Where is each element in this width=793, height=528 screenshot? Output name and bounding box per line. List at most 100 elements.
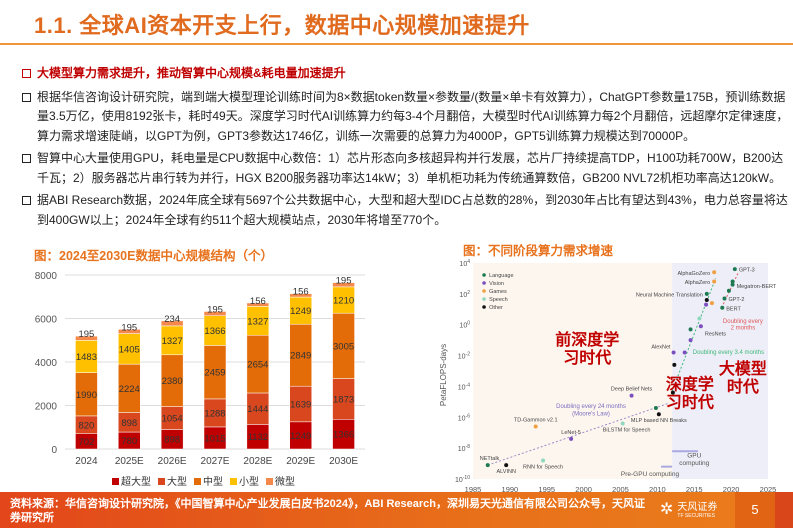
data-label: 898 xyxy=(121,418,137,429)
section-heading: 大模型算力需求提升，推动智算中心规模&耗电量加速提升 xyxy=(22,64,790,84)
era-label: 前深度学 xyxy=(555,330,619,349)
data-label: 1210 xyxy=(333,296,354,307)
annotation: computing xyxy=(679,460,709,467)
legend-marker xyxy=(482,281,486,285)
data-label: 1327 xyxy=(162,336,183,347)
x-tick-label: 2028E xyxy=(243,456,272,467)
data-point xyxy=(671,350,676,355)
y-tick-label: 2000 xyxy=(35,402,58,413)
data-point xyxy=(670,390,675,395)
era-label: 习时代 xyxy=(563,348,611,367)
x-tick-label: 2030E xyxy=(329,456,358,467)
data-label: 898 xyxy=(164,435,180,446)
point-label: AlphaGoZero xyxy=(677,271,710,277)
footer-accent xyxy=(775,492,793,528)
data-label: 234 xyxy=(164,314,180,325)
x-tick-label: 2029E xyxy=(286,456,315,467)
data-point xyxy=(712,279,717,284)
legend-label: 大型 xyxy=(167,475,187,488)
data-point xyxy=(697,316,702,321)
annotation: Doubling every xyxy=(723,319,763,325)
data-label: 156 xyxy=(250,296,266,307)
point-label: TD-Gammon v2.1 xyxy=(514,418,558,424)
point-label: BiLSTM for Speech xyxy=(603,427,651,433)
annotation: Doubling every 24 months xyxy=(556,404,626,410)
data-label: 2654 xyxy=(247,360,268,371)
annotation: Doubling every 3.4 months xyxy=(693,350,764,356)
data-point xyxy=(653,406,658,411)
legend-swatch xyxy=(112,478,119,485)
point-label: ResNets xyxy=(705,331,726,337)
data-label: 820 xyxy=(78,420,94,431)
legend-label: Games xyxy=(489,289,507,295)
annotation: (Moore's Law) xyxy=(572,412,610,418)
point-label: GPT-2 xyxy=(728,297,744,303)
bullet-text: 根据华信咨询设计研究院，端到端大模型理论训练时间为8×数据token数量×参数量… xyxy=(37,89,789,143)
data-point xyxy=(656,412,661,417)
y-tick-label: 4000 xyxy=(35,358,58,369)
data-label: 2459 xyxy=(204,368,225,379)
data-label: 1444 xyxy=(247,404,268,415)
x-tick-label: 2005 xyxy=(612,485,629,494)
data-label: 1873 xyxy=(333,394,354,405)
data-point xyxy=(704,302,709,307)
point-label: LeNet-5 xyxy=(561,430,581,436)
legend-swatch xyxy=(158,478,165,485)
data-point xyxy=(704,291,709,296)
data-label: 1639 xyxy=(290,400,311,411)
y-tick-label: 10-10 xyxy=(455,475,470,484)
bar-segment xyxy=(289,293,312,298)
data-point xyxy=(730,279,735,284)
bullet-text: 智算中心大量使用GPU，耗电量是CPU数据中心数倍：1）芯片形态向多核超异构并行… xyxy=(37,151,784,185)
bullet-icon xyxy=(22,92,31,102)
bullet-icon xyxy=(22,154,31,163)
data-label: 1366 xyxy=(333,430,354,441)
legend-marker xyxy=(482,289,486,293)
data-label: 1288 xyxy=(204,408,225,419)
data-point xyxy=(688,338,693,343)
point-label: Megatron-BERT xyxy=(737,284,777,290)
point-label: AlphaZero xyxy=(685,280,710,286)
page-title: 1.1. 全球AI资本开支上行，数据中心规模加速提升 xyxy=(34,13,530,38)
bar-segment xyxy=(203,311,227,316)
point-label: NETtalk xyxy=(480,456,500,462)
data-label: 1015 xyxy=(204,433,225,444)
data-label: 702 xyxy=(78,437,94,448)
legend-marker xyxy=(482,305,486,309)
legend-swatch xyxy=(266,478,273,485)
y-tick-label: 100 xyxy=(459,321,470,330)
company-logo: ✲ 天风证券 TF SECURITIES xyxy=(660,498,717,520)
bar-segment xyxy=(160,320,184,327)
logo-icon: ✲ xyxy=(660,500,674,518)
data-label: 780 xyxy=(121,436,137,447)
legend-swatch xyxy=(194,478,201,485)
point-label: Deep Belief Nets xyxy=(611,387,653,393)
data-point xyxy=(698,324,703,329)
y-tick-label: 0 xyxy=(51,445,57,456)
y-tick-label: 10-8 xyxy=(458,444,470,453)
data-label: 1405 xyxy=(119,344,140,355)
bullet-item: 据ABI Research数据，2024年底全球有5697个公共数据中心，大型和… xyxy=(22,191,790,230)
y-tick-label: 6000 xyxy=(35,315,58,326)
text-body: 大模型算力需求提升，推动智算中心规模&耗电量加速提升 根据华信咨询设计研究院，端… xyxy=(22,64,790,233)
y-tick-label: 10-4 xyxy=(458,382,470,391)
data-label: 195 xyxy=(207,304,223,315)
bullet-text: 据ABI Research数据，2024年底全球有5697个公共数据中心，大型和… xyxy=(37,193,788,227)
data-point xyxy=(732,267,737,272)
point-label: RNN for Speech xyxy=(523,464,563,470)
data-point xyxy=(620,421,625,426)
data-label: 1366 xyxy=(204,326,225,337)
data-label: 1249 xyxy=(290,306,311,317)
data-point xyxy=(712,270,717,275)
bar-segment xyxy=(246,302,270,307)
legend-marker xyxy=(482,273,486,277)
x-tick-label: 1995 xyxy=(538,485,555,494)
x-tick-label: 2000 xyxy=(575,485,592,494)
bullet-icon xyxy=(22,69,31,78)
bar-chart-title: 图：2024至2030E数据中心规模结构（个） xyxy=(34,249,273,263)
heading-text: 大模型算力需求提升，推动智算中心规模&耗电量加速提升 xyxy=(37,66,346,80)
x-tick-label: 2024 xyxy=(75,456,98,467)
data-point xyxy=(629,393,634,398)
data-point xyxy=(504,463,509,468)
annotation: GPU xyxy=(687,452,701,459)
